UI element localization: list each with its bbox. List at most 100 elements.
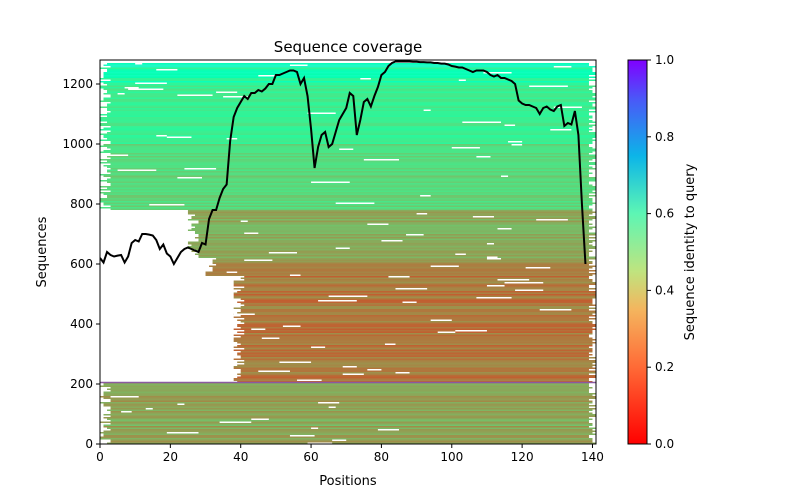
heatmap-row <box>110 441 593 443</box>
y-tick-label: 200 <box>70 377 93 391</box>
heatmap-gap <box>279 361 312 363</box>
heatmap-gap <box>335 202 375 204</box>
heatmap-row <box>240 315 596 317</box>
heatmap-row <box>107 442 596 444</box>
heatmap-row <box>100 207 589 209</box>
heatmap-row <box>110 157 596 159</box>
heatmap-row <box>191 225 589 227</box>
heatmap-row <box>233 379 589 381</box>
colorbar-axis: 0.0 0.2 0.4 0.6 0.8 1.0 <box>647 53 674 451</box>
heatmap-row <box>103 405 596 407</box>
heatmap-row <box>233 280 593 282</box>
heatmap-gap <box>244 259 273 261</box>
heatmap-row <box>237 364 596 366</box>
heatmap-row <box>233 316 589 318</box>
heatmap-gap <box>430 319 452 321</box>
heatmap-row <box>100 124 596 126</box>
heatmap-row <box>191 228 593 230</box>
heatmap-gap <box>423 109 431 111</box>
heatmap-row <box>240 289 589 291</box>
heatmap-gap <box>339 148 354 150</box>
heatmap-row <box>237 331 593 333</box>
heatmap-row <box>103 394 593 396</box>
heatmap-row <box>194 232 596 234</box>
heatmap-row <box>233 292 596 294</box>
heatmap-gap <box>216 91 238 93</box>
heatmap-row <box>110 205 589 207</box>
heatmap-row <box>100 199 593 201</box>
heatmap-row <box>100 402 593 404</box>
heatmap-row <box>100 133 596 135</box>
y-tick-label: 1000 <box>62 137 93 151</box>
heatmap-gap <box>342 366 357 368</box>
heatmap-row <box>103 144 589 146</box>
heatmap-row <box>212 270 596 272</box>
heatmap-row <box>100 186 596 188</box>
heatmap-row <box>110 208 593 210</box>
heatmap-row <box>233 340 593 342</box>
heatmap-row <box>103 417 589 419</box>
heatmap-row <box>244 286 589 288</box>
heatmap-row <box>110 96 593 98</box>
heatmap-row <box>110 406 589 408</box>
heatmap-row <box>216 258 596 260</box>
colorbar-label: Sequence identity to query <box>683 163 698 340</box>
heatmap-row <box>187 247 596 249</box>
heatmap-row <box>110 400 593 402</box>
heatmap-gap <box>177 177 203 179</box>
heatmap-row <box>209 265 596 267</box>
heatmap-row <box>107 63 589 65</box>
heatmap-row <box>187 243 589 245</box>
heatmap-row <box>107 388 589 390</box>
heatmap-row <box>103 424 593 426</box>
heatmap-row <box>103 150 596 152</box>
heatmap-gap <box>128 88 164 90</box>
heatmap-row <box>240 370 596 372</box>
heatmap-gap <box>289 435 315 437</box>
heatmap-row <box>233 334 589 336</box>
heatmap-row <box>110 423 593 425</box>
heatmap-gap <box>416 213 428 215</box>
heatmap-row <box>233 295 596 297</box>
heatmap-gap <box>553 66 572 68</box>
heatmap-row <box>103 175 589 177</box>
heatmap-gap <box>437 331 456 333</box>
heatmap-row <box>240 309 589 311</box>
heatmap-row <box>103 384 589 386</box>
heatmap-row <box>198 252 589 254</box>
heatmap-row <box>233 358 589 360</box>
heatmap-row <box>100 385 589 387</box>
heatmap-gap <box>223 96 248 98</box>
heatmap-gap <box>472 216 494 218</box>
heatmap-row <box>198 222 589 224</box>
heatmap-gap <box>511 144 523 146</box>
heatmap-gap <box>455 253 466 255</box>
heatmap-gap <box>289 274 301 276</box>
heatmap-row <box>187 213 593 215</box>
heatmap-row <box>212 262 593 264</box>
heatmap-gap <box>328 295 368 297</box>
heatmap-row <box>100 198 593 200</box>
heatmap-gap <box>117 93 125 95</box>
heatmap-row <box>100 114 589 116</box>
y-tick-label: 0 <box>85 437 93 451</box>
heatmap-row <box>240 310 596 312</box>
heatmap-row <box>103 99 596 101</box>
heatmap-row <box>100 438 593 440</box>
heatmap-row <box>110 172 593 174</box>
colorbar-tick-label: 0.6 <box>655 207 674 221</box>
heatmap-row <box>194 214 589 216</box>
heatmap-row <box>110 163 596 165</box>
heatmap-gap <box>402 301 417 303</box>
heatmap-row <box>100 174 589 176</box>
heatmap-gap <box>177 94 213 96</box>
heatmap-row <box>198 256 596 258</box>
heatmap-gap <box>536 219 568 221</box>
heatmap-row <box>107 70 593 72</box>
heatmap-gap <box>166 432 199 434</box>
heatmap-row <box>100 432 593 434</box>
heatmap-row <box>107 108 596 110</box>
heatmap-row <box>100 78 589 80</box>
heatmap-row <box>100 162 596 164</box>
heatmap-gap <box>124 87 139 89</box>
